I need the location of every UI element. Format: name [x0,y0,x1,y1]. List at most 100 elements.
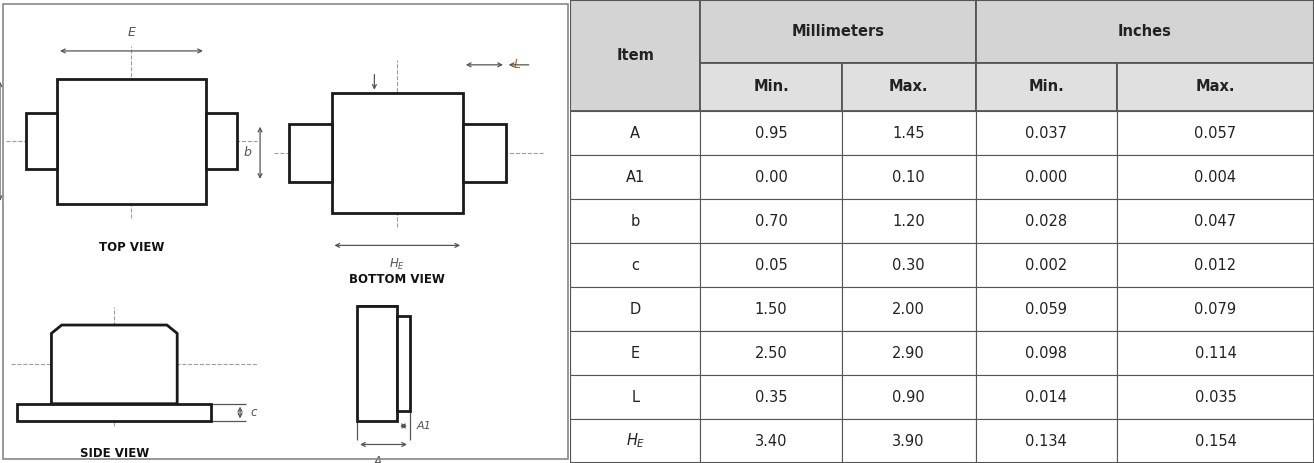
Bar [1117,419,1314,463]
Text: A: A [373,455,381,463]
Text: $H_E$: $H_E$ [389,257,405,272]
Bar [570,331,700,375]
Bar [842,287,975,331]
Bar [1117,375,1314,419]
Text: b: b [243,146,251,159]
Text: L: L [631,389,640,405]
Bar [700,111,842,155]
Text: Inches: Inches [1118,24,1172,39]
Text: 1.50: 1.50 [754,301,787,317]
Bar [570,199,700,243]
Text: E: E [127,26,135,39]
Text: D: D [629,301,641,317]
Text: 2.00: 2.00 [892,301,925,317]
Bar [1117,243,1314,287]
Text: Item: Item [616,48,654,63]
Text: 3.90: 3.90 [892,433,925,449]
Bar [700,287,842,331]
Text: Max.: Max. [888,79,929,94]
Text: 1.45: 1.45 [892,125,925,141]
Bar [975,419,1117,463]
Text: SIDE VIEW: SIDE VIEW [80,447,148,460]
Text: 0.004: 0.004 [1194,169,1236,185]
Text: Max.: Max. [1196,79,1235,94]
Bar [570,243,700,287]
Bar [842,199,975,243]
Bar [700,155,842,199]
Text: 0.70: 0.70 [754,213,787,229]
Bar [975,375,1117,419]
Text: 0.95: 0.95 [754,125,787,141]
Polygon shape [51,325,177,404]
Bar [570,419,700,463]
Bar [975,243,1117,287]
Text: TOP VIEW: TOP VIEW [99,241,164,254]
Text: Min.: Min. [753,79,788,94]
Text: 0.10: 0.10 [892,169,925,185]
Bar [1117,111,1314,155]
Text: 1.20: 1.20 [892,213,925,229]
Text: 3.40: 3.40 [754,433,787,449]
Bar [397,316,410,411]
Bar [700,0,975,63]
Bar [331,93,463,213]
Text: L: L [514,58,520,71]
Text: A1: A1 [625,169,645,185]
Bar [570,0,700,111]
Text: 0.079: 0.079 [1194,301,1236,317]
Bar [206,113,238,169]
Bar [1117,155,1314,199]
Text: E: E [631,345,640,361]
Text: c: c [631,257,640,273]
Bar [570,155,700,199]
Bar [975,287,1117,331]
Text: b: b [631,213,640,229]
Bar [1117,63,1314,111]
Bar [357,306,397,421]
Bar [975,199,1117,243]
Text: 0.012: 0.012 [1194,257,1236,273]
Text: 0.134: 0.134 [1025,433,1067,449]
Text: 0.114: 0.114 [1194,345,1236,361]
Text: 0.05: 0.05 [754,257,787,273]
Bar [842,331,975,375]
Bar [700,199,842,243]
Text: A1: A1 [417,421,431,431]
Text: 0.90: 0.90 [892,389,925,405]
Text: 2.90: 2.90 [892,345,925,361]
Bar [289,124,331,181]
Bar [26,113,58,169]
Text: 0.000: 0.000 [1025,169,1067,185]
Bar [975,0,1314,63]
Bar [570,287,700,331]
Bar [570,111,700,155]
Text: 0.014: 0.014 [1025,389,1067,405]
Bar [975,111,1117,155]
Text: 0.059: 0.059 [1025,301,1067,317]
Bar [700,375,842,419]
Bar [58,79,206,204]
Bar [842,243,975,287]
Text: 0.35: 0.35 [754,389,787,405]
Text: BOTTOM VIEW: BOTTOM VIEW [350,273,445,286]
Text: 2.50: 2.50 [754,345,787,361]
Bar [975,331,1117,375]
Text: 0.098: 0.098 [1025,345,1067,361]
Bar [17,404,212,421]
Text: 0.154: 0.154 [1194,433,1236,449]
Text: 0.037: 0.037 [1025,125,1067,141]
Text: 0.047: 0.047 [1194,213,1236,229]
Bar [700,419,842,463]
Text: 0.028: 0.028 [1025,213,1067,229]
Bar [842,419,975,463]
Text: Millimeters: Millimeters [791,24,884,39]
Text: 0.002: 0.002 [1025,257,1067,273]
Text: 0.30: 0.30 [892,257,925,273]
Bar [842,375,975,419]
Bar [1117,199,1314,243]
Bar [842,111,975,155]
Bar [975,155,1117,199]
Bar [463,124,506,181]
Bar [570,375,700,419]
Text: A: A [631,125,640,141]
